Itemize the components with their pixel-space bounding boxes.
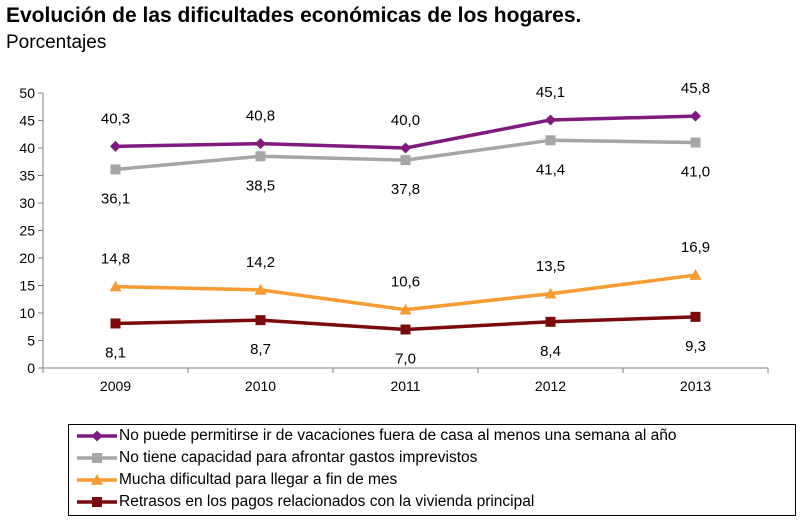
legend-item: Retrasos en los pagos relacionados con l… xyxy=(69,491,795,513)
data-label: 8,7 xyxy=(250,341,271,358)
y-tick-label: 10 xyxy=(19,305,35,321)
data-point xyxy=(254,283,267,295)
data-point xyxy=(110,318,121,329)
data-point xyxy=(110,164,121,175)
legend-item: No puede permitirse ir de vacaciones fue… xyxy=(69,425,795,447)
x-tick-label: 2010 xyxy=(245,378,276,394)
legend-marker-3 xyxy=(77,497,117,507)
legend-marker-1 xyxy=(77,453,117,463)
data-label: 8,4 xyxy=(540,343,561,360)
data-point xyxy=(544,287,557,299)
legend-marker-2 xyxy=(77,474,117,485)
legend-marker-shape xyxy=(91,430,103,442)
y-tick-label: 15 xyxy=(19,278,35,294)
data-label: 41,0 xyxy=(681,164,710,181)
data-point xyxy=(400,142,411,154)
data-point xyxy=(545,135,556,146)
y-tick-label: 20 xyxy=(19,250,35,266)
data-label: 14,2 xyxy=(246,254,275,271)
data-point xyxy=(690,311,701,322)
legend-marker-shape xyxy=(92,497,102,507)
data-label: 7,0 xyxy=(395,351,416,368)
y-tick-label: 50 xyxy=(19,85,35,101)
y-tick-label: 40 xyxy=(19,140,35,156)
data-point xyxy=(255,315,266,326)
y-tick-label: 30 xyxy=(19,195,35,211)
data-point xyxy=(400,324,411,335)
data-point xyxy=(110,140,121,152)
data-label: 38,5 xyxy=(246,177,275,194)
legend-label: No puede permitirse ir de vacaciones fue… xyxy=(119,427,677,444)
data-label: 40,8 xyxy=(246,108,275,125)
data-label: 40,0 xyxy=(391,112,420,129)
chart-title: Evolución de las dificultades económicas… xyxy=(6,4,582,27)
data-label: 10,6 xyxy=(391,274,420,291)
y-tick-label: 5 xyxy=(27,333,35,349)
data-point xyxy=(400,155,411,166)
data-label: 9,3 xyxy=(685,338,706,355)
legend-marker-shape xyxy=(92,453,102,463)
x-tick-label: 2013 xyxy=(680,378,711,394)
y-tick-label: 25 xyxy=(19,223,35,239)
legend-label: Retrasos en los pagos relacionados con l… xyxy=(119,493,535,510)
data-point xyxy=(690,137,701,148)
y-tick-label: 35 xyxy=(19,168,35,184)
x-tick-label: 2012 xyxy=(535,378,566,394)
data-label: 45,8 xyxy=(681,80,710,97)
legend-item: Mucha dificultad para llegar a fin de me… xyxy=(69,469,795,491)
legend-label: No tiene capacidad para afrontar gastos … xyxy=(119,449,478,466)
y-tick-label: 0 xyxy=(27,360,35,376)
data-point xyxy=(399,303,412,315)
line-chart: 0 5 10 15 20 25 30 35 40 45 50 2009 2010 2011 2012 2013… xyxy=(19,80,769,394)
data-point xyxy=(545,114,556,126)
data-label: 45,1 xyxy=(536,84,565,101)
data-label: 14,8 xyxy=(101,251,130,268)
x-tick-label: 2011 xyxy=(390,378,420,394)
data-point xyxy=(690,110,701,122)
data-point xyxy=(255,151,266,162)
legend-marker-shape xyxy=(91,474,103,485)
x-tick-label: 2009 xyxy=(100,378,131,394)
data-label: 16,9 xyxy=(681,239,710,256)
data-label: 13,5 xyxy=(536,258,565,275)
legend-label: Mucha dificultad para llegar a fin de me… xyxy=(119,471,398,488)
data-label: 37,8 xyxy=(391,181,420,198)
legend-marker-0 xyxy=(77,430,117,442)
data-point xyxy=(689,269,702,280)
chart-legend: No puede permitirse ir de vacaciones fue… xyxy=(68,424,796,516)
data-point xyxy=(109,280,122,292)
chart-subtitle: Porcentajes xyxy=(6,32,107,53)
legend-item: No tiene capacidad para afrontar gastos … xyxy=(69,447,795,469)
y-tick-label: 45 xyxy=(19,113,35,129)
data-point xyxy=(545,316,556,327)
data-label: 41,4 xyxy=(536,161,565,178)
data-label: 8,1 xyxy=(105,344,126,361)
data-point xyxy=(255,138,266,150)
data-label: 36,1 xyxy=(101,190,130,207)
data-label: 40,3 xyxy=(101,110,130,127)
